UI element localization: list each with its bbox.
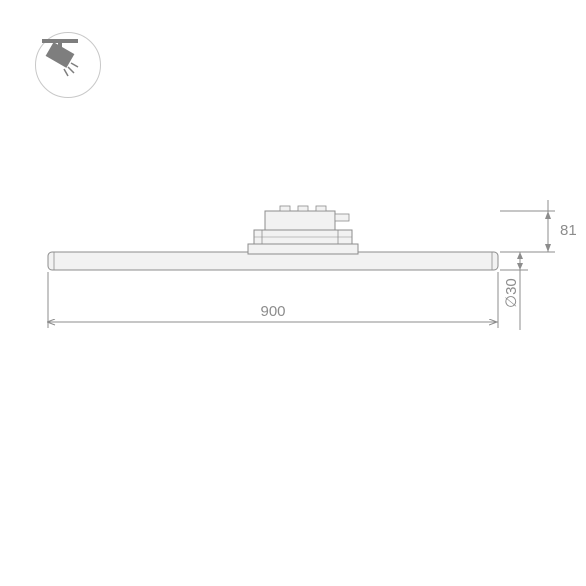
technical-drawing-canvas: 900 81 ∅30: [0, 0, 586, 586]
drawing-svg: 900 81 ∅30: [0, 0, 586, 586]
dimension-extensions-right: [500, 211, 555, 270]
dimension-diameter: ∅30: [503, 252, 523, 330]
dimension-height-label: 81: [560, 222, 577, 239]
dimension-diameter-label: ∅30: [503, 278, 520, 308]
dimension-height: 81: [545, 200, 577, 252]
dimension-length-label: 900: [260, 303, 285, 320]
product-tube: [48, 252, 498, 270]
product-track-adapter: [248, 206, 358, 254]
dimension-length: 900: [48, 272, 498, 328]
